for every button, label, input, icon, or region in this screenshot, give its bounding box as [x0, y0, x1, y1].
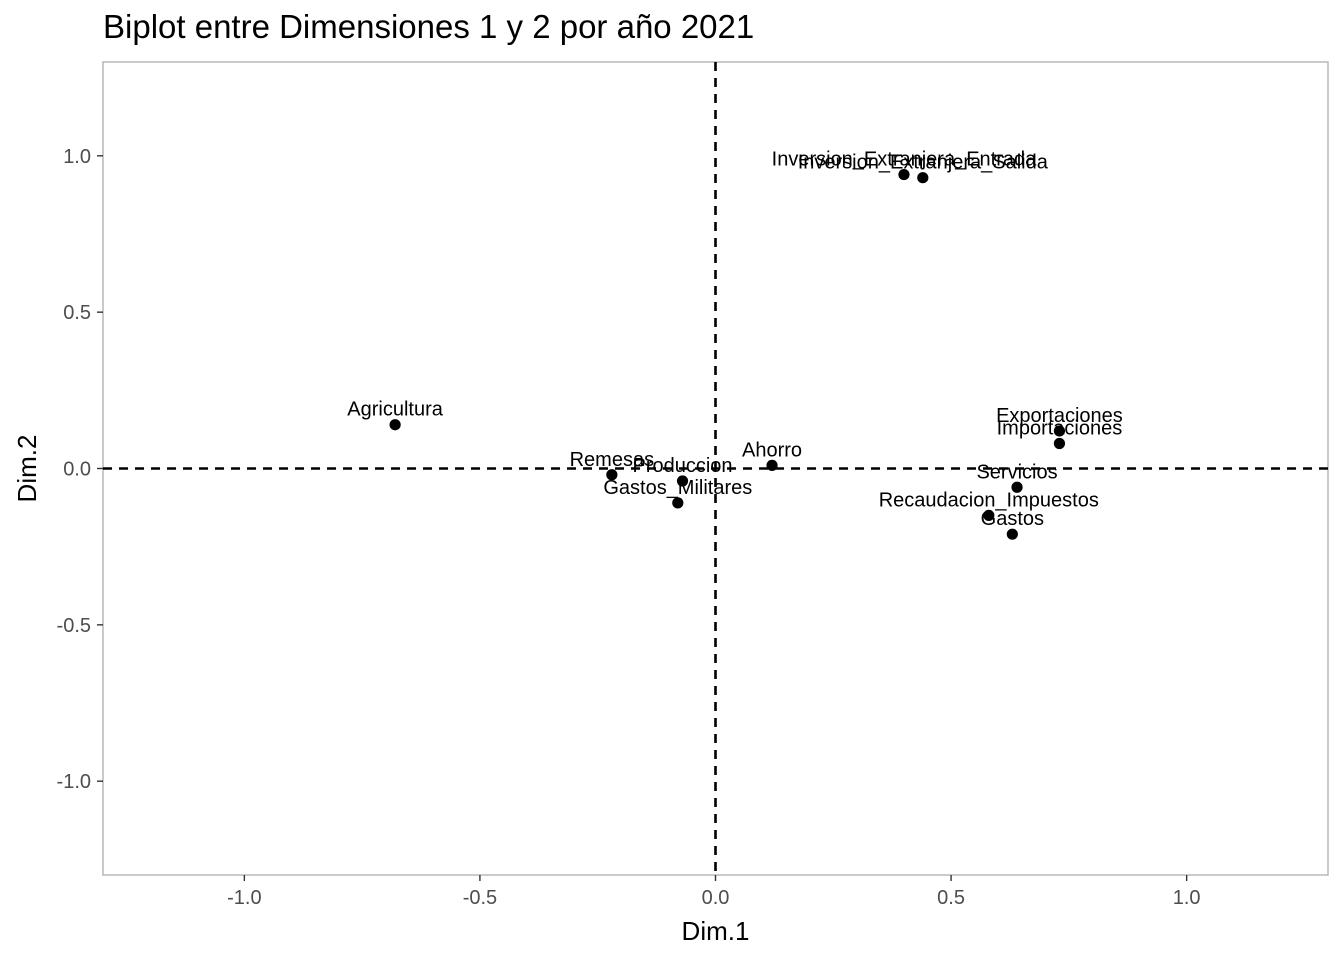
- data-point-label: Gastos: [981, 508, 1044, 530]
- y-tick-label: 0.0: [63, 459, 91, 481]
- x-axis-title: Dim.1: [682, 916, 750, 946]
- data-point-label: Exportaciones: [996, 405, 1123, 427]
- data-point: [676, 475, 689, 487]
- data-point-label: Importaciones: [997, 417, 1123, 439]
- y-tick-label: 0.5: [63, 302, 91, 324]
- data-point: [983, 509, 995, 522]
- data-point: [672, 497, 684, 509]
- y-axis-ticks: -1.0 -0.5 0.0 0.5 1.0: [57, 146, 103, 793]
- chart-title: Biplot entre Dimensiones 1 y 2 por año 2…: [103, 8, 754, 45]
- data-point-label: Inversion_Extranjera_Entrada: [772, 149, 1037, 171]
- x-tick-label: 1.0: [1173, 887, 1201, 909]
- data-point: [898, 168, 910, 181]
- data-point: [1053, 437, 1066, 450]
- data-point-label: Servicios: [976, 461, 1057, 483]
- x-tick-label: 0.5: [937, 887, 965, 909]
- x-tick-label: 0.0: [702, 887, 730, 909]
- data-point: [766, 459, 778, 471]
- y-tick-label: -1.0: [57, 771, 91, 793]
- y-axis-title: Dim.2: [12, 435, 42, 503]
- data-point-label: Produccion: [632, 455, 732, 477]
- data-point-labels: Inversion_Extranjera_EntradaInversion_Ex…: [347, 149, 1123, 531]
- data-point-label: Ahorro: [742, 439, 802, 461]
- x-tick-label: -0.5: [463, 887, 497, 909]
- data-point-label: Gastos_Militares: [603, 477, 752, 499]
- x-tick-label: -1.0: [227, 887, 261, 909]
- data-point: [389, 419, 401, 431]
- data-point: [1053, 425, 1066, 437]
- data-point-label: Agricultura: [347, 399, 443, 421]
- data-point: [1011, 481, 1023, 493]
- y-tick-label: -0.5: [57, 615, 91, 637]
- y-tick-label: 1.0: [63, 146, 91, 168]
- data-point-label: Inversion_Extranjera_Salida: [798, 152, 1049, 174]
- reference-lines: [103, 62, 1328, 875]
- data-points: [389, 168, 1066, 540]
- data-point-label: Remesas: [570, 449, 654, 471]
- data-point: [1006, 528, 1018, 540]
- x-axis-ticks: -1.0 -0.5 0.0 0.5 1.0: [227, 875, 1201, 909]
- data-point: [917, 172, 929, 184]
- data-point-label: Recaudacion_Impuestos: [879, 489, 1099, 511]
- data-point: [606, 469, 618, 481]
